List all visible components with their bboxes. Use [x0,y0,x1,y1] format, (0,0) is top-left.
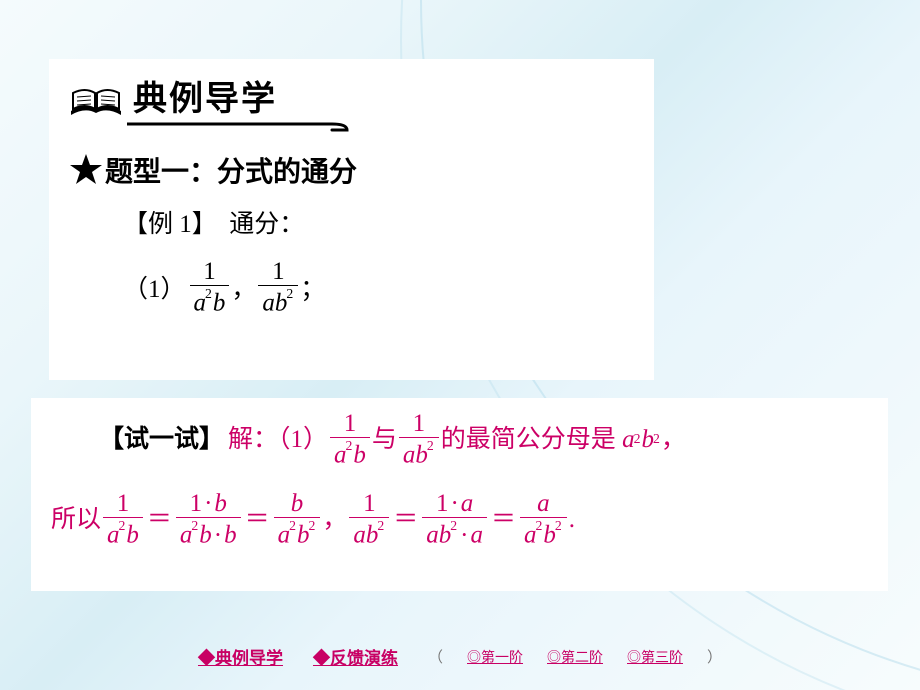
example-panel: 典例导学 题型一：分式的通分 【例 1】 通分： （1） 1 a2b ， 1 a… [49,59,654,380]
final-period: . [569,507,575,532]
nav-sub-1[interactable]: ◎第一阶 [467,647,523,667]
lcd-expression: a2b2 [622,427,661,452]
and-text: 与 [372,427,397,452]
paren-open: （ [428,646,443,667]
fraction-1: 1 a2b [190,258,230,316]
therefore-text: 所以 [51,507,101,532]
nav-sub-group: （ ◎第一阶 ◎第二阶 ◎第三阶 ） [428,646,722,667]
eq1-step: 1·b a2b·b [176,490,241,548]
eq2-result: a a2b2 [520,490,567,548]
bottom-nav: ◆典例导学 ◆反馈演练 （ ◎第一阶 ◎第二阶 ◎第三阶 ） [0,644,920,669]
star-icon [69,153,103,187]
topic-label: 题型一：分式的通分 [105,150,357,190]
semicolon: ； [300,269,325,305]
equals-4: ＝ [489,507,518,532]
sol-frac-1: 1 a2b [330,410,370,468]
equals-1: ＝ [145,507,174,532]
nav-link-examples[interactable]: ◆典例导学 [198,644,283,669]
eq1-result: b a2b2 [274,490,321,548]
solution-panel: 【试一试】 解：（1） 1 a2b 与 1 ab2 的最简公分母是 a2b2 ，… [31,398,888,591]
example-label: 【例 1】 通分： [123,204,636,240]
eq2-step: 1·a ab2·a [422,490,487,548]
sol-frac-2: 1 ab2 [399,410,439,468]
mid-text: 的最简公分母是 [441,427,616,452]
equals-2: ＝ [243,507,272,532]
solution-line-1: 【试一试】 解：（1） 1 a2b 与 1 ab2 的最简公分母是 a2b2 ， [51,410,868,468]
mid-comma: ， [322,507,347,532]
paren-close: ） [707,646,722,667]
problem-number: （1） [123,269,186,305]
tail-comma: ， [661,427,686,452]
nav-link-practice[interactable]: ◆反馈演练 [313,644,398,669]
example-problem: （1） 1 a2b ， 1 ab2 ； [123,258,636,316]
nav-sub-2[interactable]: ◎第二阶 [547,647,603,667]
try-label: 【试一试】 [99,427,224,452]
equals-3: ＝ [391,507,420,532]
open-book-icon [67,75,125,123]
solution-prefix: 解：（1） [228,427,328,452]
comma: ， [231,269,256,305]
solution-line-2: 所以 1 a2b ＝ 1·b a2b·b ＝ b a2b2 ， 1 ab2 ＝ … [51,490,868,548]
section-title: 典例导学 [133,71,277,126]
fraction-2: 1 ab2 [258,258,298,316]
topic-row: 题型一：分式的通分 [69,150,636,190]
eq2-lhs: 1 ab2 [349,490,389,548]
eq1-lhs: 1 a2b [103,490,143,548]
nav-sub-3[interactable]: ◎第三阶 [627,647,683,667]
section-header: 典例导学 [67,71,636,126]
